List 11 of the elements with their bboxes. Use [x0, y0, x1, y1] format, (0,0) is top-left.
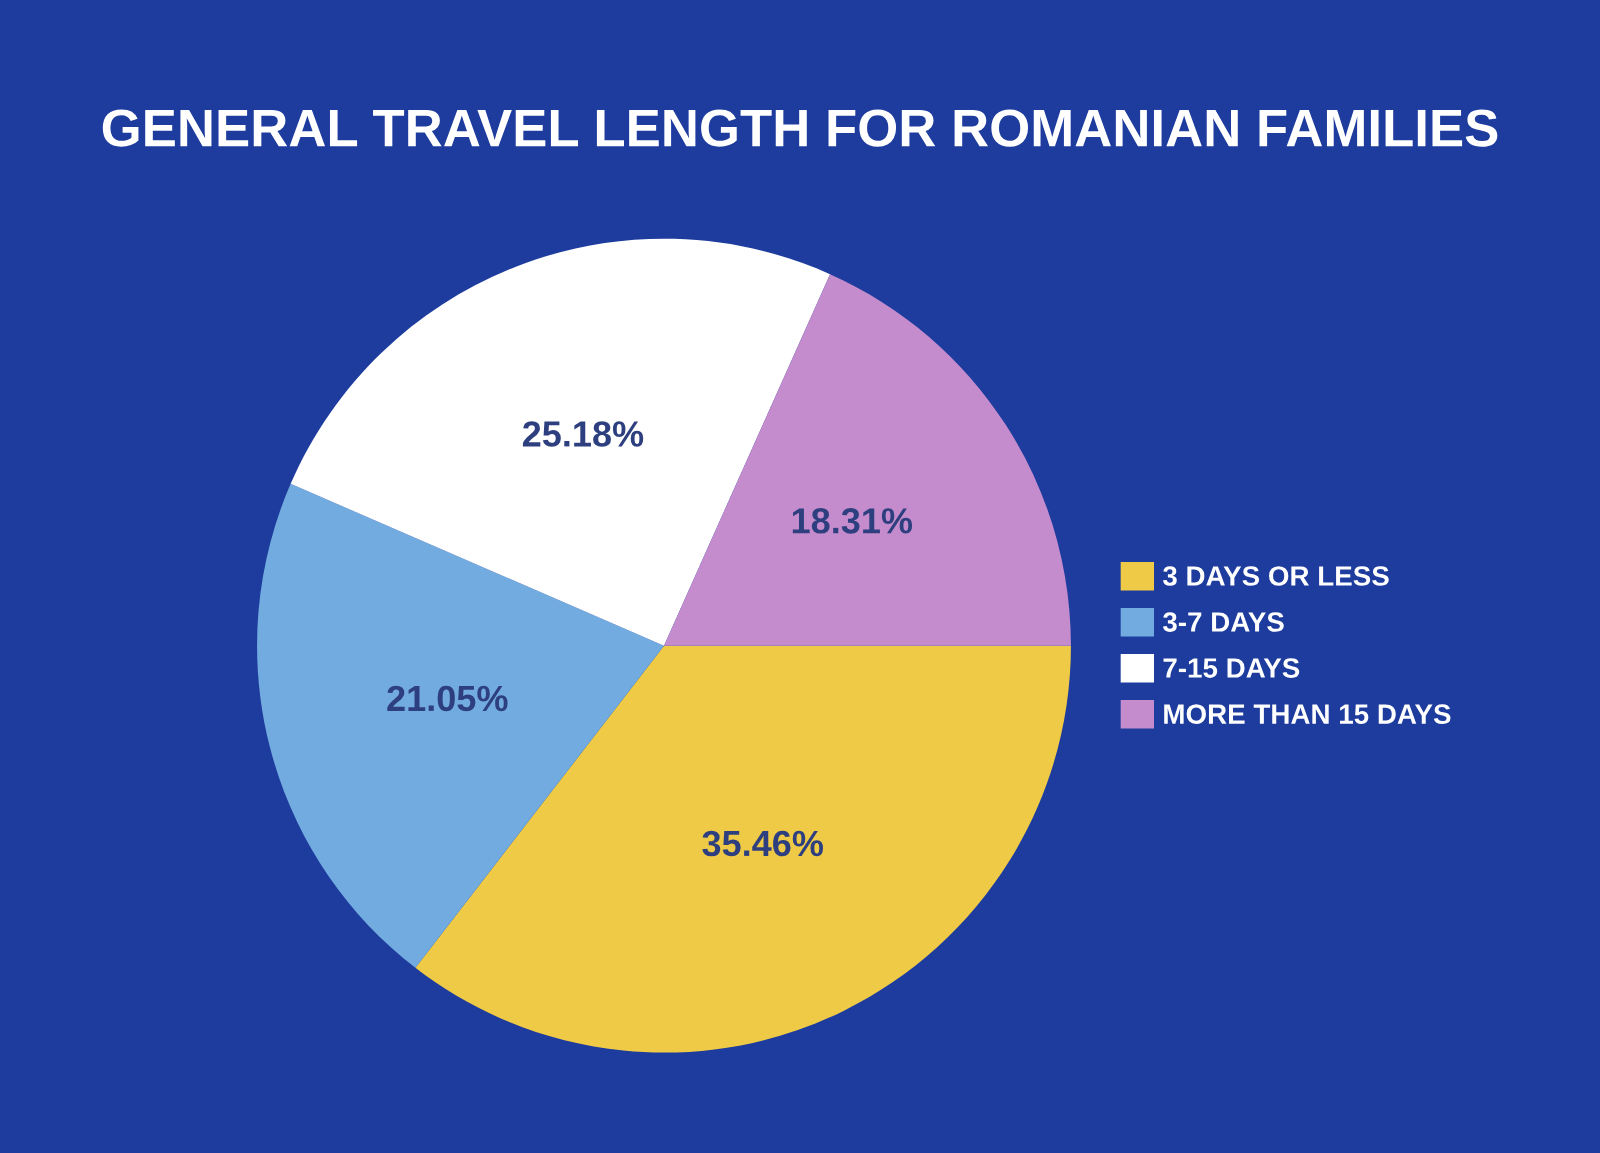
data-label: 21.05%: [387, 685, 508, 712]
data-label: 25.18%: [522, 421, 644, 447]
legend-label: 3 DAYS OR LESS: [1162, 566, 1389, 586]
chart-title: GENERAL TRAVEL LENGTH FOR ROMANIAN FAMILIES: [102, 109, 1498, 147]
legend-label: 7-15 DAYS: [1163, 658, 1300, 678]
data-label: 35.46%: [702, 830, 824, 857]
legend-label: MORE THAN 15 DAYS: [1164, 704, 1451, 724]
data-label: 18.31%: [792, 508, 913, 534]
pie-slice: [664, 274, 1071, 646]
pie-slice: [257, 483, 664, 968]
legend-label: 3-7 DAYS: [1162, 612, 1284, 632]
